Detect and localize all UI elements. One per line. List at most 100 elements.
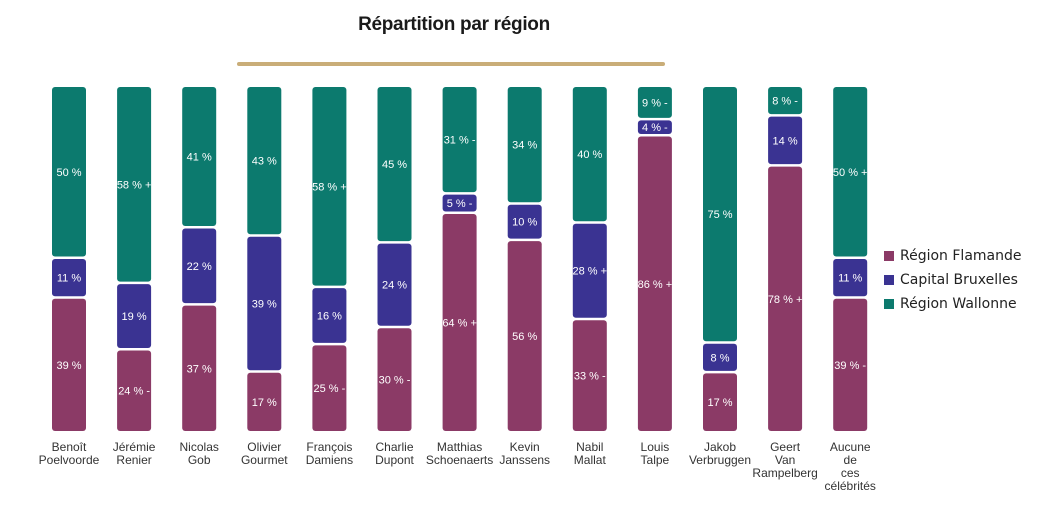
bar-value-label: 14 %	[773, 135, 798, 147]
category-label-line: Kevin	[510, 440, 540, 454]
bar-value-label: 33 % -	[574, 371, 606, 383]
bar-value-label: 75 %	[707, 209, 732, 221]
bar-value-label: 10 %	[512, 217, 537, 229]
bar-segment	[182, 305, 217, 431]
category-label-line: François	[306, 440, 352, 454]
bar-segment	[117, 87, 152, 282]
bar-segment	[312, 87, 347, 286]
category-label: Louis Talpe	[641, 440, 670, 467]
bar-value-label: 39 %	[252, 299, 277, 311]
stacked-bar-chart: 39 % 11 % 50 % Benoît Poelvoorde 24 % - 19 % 58…	[39, 87, 876, 493]
legend-item-flamande: Région Flamande	[884, 244, 1022, 268]
bar-segment	[247, 87, 282, 235]
bar-value-label: 50 %	[56, 167, 81, 179]
chart-legend: Région Flamande Capital Bruxelles Région…	[884, 244, 1022, 316]
category-label-line: Benoît	[52, 440, 87, 454]
bar-segment	[247, 372, 282, 431]
category-label-line: Janssens	[499, 453, 550, 467]
bar-value-label: 17 %	[707, 397, 732, 409]
legend-item-wallonne: Région Wallonne	[884, 292, 1022, 316]
legend-label: Région Flamande	[900, 248, 1022, 264]
bar-value-label: 34 %	[512, 140, 537, 152]
bar-value-label: 5 % -	[447, 198, 473, 210]
category-label-line: Damiens	[306, 453, 353, 467]
category-label-line: Jérémie	[113, 440, 156, 454]
bar-segment	[637, 136, 672, 432]
category-label-line: Van	[775, 453, 795, 467]
bar-value-label: 37 %	[187, 363, 212, 375]
bar-segment	[377, 87, 412, 242]
bar-segment	[637, 87, 672, 118]
category-label: Matthias Schoenaerts	[426, 440, 493, 467]
bar-segment	[312, 288, 347, 343]
bar-value-label: 39 %	[56, 360, 81, 372]
bar-value-label: 31 % -	[444, 135, 476, 147]
bar-segment	[768, 87, 803, 115]
category-label: Olivier Gourmet	[241, 440, 288, 467]
bar-value-label: 64 % +	[442, 318, 477, 330]
category-label-line: Jakob	[704, 440, 736, 454]
category-label: Kevin Janssens	[499, 440, 550, 467]
bar-segment	[52, 87, 86, 257]
bar-value-label: 17 %	[252, 397, 277, 409]
bar-value-label: 28 % +	[573, 266, 608, 278]
category-label-line: Nicolas	[180, 440, 219, 454]
bar-segment	[703, 87, 737, 342]
bar-segment	[182, 228, 217, 304]
bar-value-label: 19 %	[122, 311, 147, 323]
bar-value-label: 24 %	[382, 280, 407, 292]
bar-segment	[442, 214, 477, 431]
bar-segment	[768, 116, 803, 165]
category-label-line: Rampelberg	[752, 466, 817, 480]
bar-value-label: 56 %	[512, 331, 537, 343]
bar-segment	[833, 298, 868, 431]
category-label: Jérémie Renier	[113, 440, 156, 467]
bar-segment	[377, 243, 412, 326]
category-label-line: de	[844, 453, 858, 467]
bar-value-label: 43 %	[252, 156, 277, 168]
category-label-line: Nabil	[576, 440, 603, 454]
bar-value-label: 22 %	[187, 261, 212, 273]
bar-value-label: 58 % +	[117, 179, 152, 191]
bar-value-label: 25 % -	[314, 383, 346, 395]
category-label: Jakob Verbruggen	[689, 440, 751, 467]
bar-value-label: 24 % -	[118, 386, 150, 398]
legend-swatch	[884, 299, 894, 309]
bar-value-label: 4 % -	[642, 122, 668, 134]
bar-segment	[507, 87, 542, 203]
bar-segment	[52, 298, 86, 431]
category-label: Nabil Mallat	[574, 440, 607, 467]
category-label-line: Mallat	[574, 453, 607, 467]
chart-title: Répartition par région	[358, 14, 550, 35]
category-label: Charlie Dupont	[375, 440, 414, 467]
category-label-line: Charlie	[375, 440, 413, 454]
legend-swatch	[884, 251, 894, 261]
bar-segment	[572, 87, 607, 222]
category-label-line: Poelvoorde	[39, 453, 100, 467]
category-label-line: Verbruggen	[689, 453, 751, 467]
bar-segment	[703, 373, 737, 431]
bar-segment	[768, 166, 803, 431]
category-label-line: Renier	[116, 453, 151, 467]
bar-segment	[442, 194, 477, 212]
category-label: Benoît Poelvoorde	[39, 440, 100, 467]
bar-segment	[507, 204, 542, 239]
bar-value-label: 11 %	[57, 273, 81, 285]
bar-segment	[182, 87, 217, 226]
bar-segment	[312, 345, 347, 431]
bar-value-label: 9 % -	[642, 97, 668, 109]
category-label-line: Geert	[770, 440, 801, 454]
bar-value-label: 86 % +	[638, 279, 673, 291]
legend-item-bruxelles: Capital Bruxelles	[884, 268, 1022, 292]
bar-value-label: 39 % -	[834, 360, 866, 372]
bar-segment	[833, 87, 868, 257]
bar-segment	[377, 328, 412, 431]
bar-segment	[833, 259, 868, 297]
bar-value-label: 30 % -	[379, 375, 411, 387]
category-label-line: Louis	[641, 440, 670, 454]
bar-value-label: 78 % +	[768, 294, 803, 306]
bar-value-label: 16 %	[317, 311, 342, 323]
category-label-line: Dupont	[375, 453, 414, 467]
bar-segment	[507, 241, 542, 431]
bar-value-label: 41 %	[187, 151, 212, 163]
